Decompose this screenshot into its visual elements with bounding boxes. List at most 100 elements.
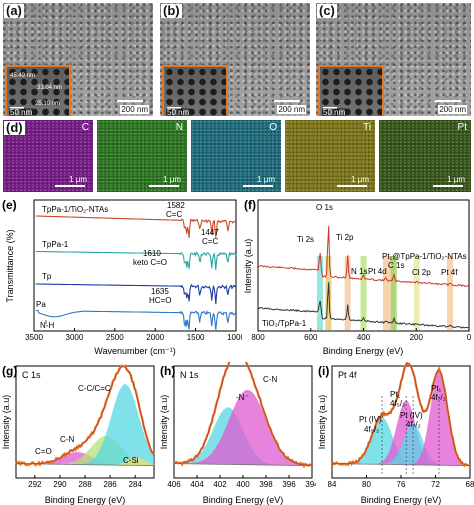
peak-label-g1: C-N <box>60 435 74 444</box>
raw-data-h <box>173 362 312 469</box>
ftir-curve-0 <box>35 215 236 238</box>
f-xtick-label-3: 200 <box>410 333 424 342</box>
annot-f-pt4d: Pt 4d <box>368 267 387 276</box>
g-xtick-label-3: 286 <box>103 480 117 489</box>
panel-label-b: (b) <box>161 3 182 18</box>
i-xtick-label-3: 72 <box>431 480 440 489</box>
annot-e-1635: 1635 <box>151 287 169 296</box>
panel-label-h: (h) <box>160 364 175 378</box>
eds-map-o: O 1 μm <box>191 120 281 192</box>
f-xtick-label-2: 400 <box>357 333 371 342</box>
f-xtick-label-1: 600 <box>304 333 318 342</box>
eds-map-n: N 1 μm <box>97 120 187 192</box>
ylabel-f: Intensity (a.u) <box>243 239 253 294</box>
i-xtick-label-4: 68 <box>466 480 474 489</box>
peak-band-f-3 <box>360 256 367 330</box>
annot-e-cc1: C=C <box>166 210 182 219</box>
eds-scalebar-o <box>243 185 273 187</box>
peak-label-i3: 4f₅/₂ <box>390 399 405 408</box>
panel-label-i: (i) <box>318 364 329 378</box>
ylabel-h: Intensity (a.u) <box>159 395 169 450</box>
annot-e-1582: 1582 <box>167 201 185 210</box>
i-xtick-label-2: 76 <box>397 480 406 489</box>
fit-peak-i-2 <box>332 423 470 466</box>
e-xtick-label-2: 2500 <box>106 333 124 342</box>
g-xtick-label-4: 284 <box>129 480 143 489</box>
eds-scalebar-n <box>149 185 179 187</box>
peak-label-g2: C-C/C=C <box>78 384 111 393</box>
series-label-e2: Tp <box>42 272 52 281</box>
h-xtick-label-3: 400 <box>236 480 250 489</box>
series-label-e3: Pa <box>36 300 46 309</box>
peak-band-f-6 <box>413 256 420 330</box>
title-h: N 1s <box>180 370 199 380</box>
eds-scale-label-c: 1 μm <box>69 175 87 184</box>
sem-inset-a: 45.49 nm 33.04 nm 25.10 nm 50 nm <box>5 65 71 116</box>
i-xtick-label-0: 84 <box>328 480 337 489</box>
sem-image-c: 50 nm 200 nm (c) <box>316 3 471 116</box>
annot-f-o1s: O 1s <box>316 203 333 212</box>
panel-label-d: (d) <box>4 120 25 135</box>
h-xtick-label-1: 404 <box>190 480 204 489</box>
eds-scalebar-pt <box>433 185 463 187</box>
scale-label-a: 200 nm <box>120 105 149 114</box>
annot-e-cc2: C=C <box>202 237 218 246</box>
eds-element-n: N <box>175 122 183 133</box>
ftir-curve-3 <box>35 309 236 330</box>
panel-label-g: (g) <box>2 364 17 378</box>
inset-scale-label-c: 50 nm <box>322 108 347 116</box>
inset-scalebar-b <box>167 107 181 109</box>
scalebar-c <box>435 100 461 102</box>
peak-label-i6: Pt₁ <box>431 384 442 393</box>
annot-e-nh: N-H <box>40 321 54 330</box>
annot-f-c1s: C 1s <box>388 261 404 270</box>
xps-survey-curve-1 <box>257 282 470 329</box>
sem-image-a: 45.49 nm 33.04 nm 25.10 nm 50 nm 200 nm … <box>3 3 153 116</box>
scalebar-a <box>117 100 143 102</box>
fit-peak-g-3 <box>16 457 154 466</box>
inset-scale-label-a: 50 nm <box>9 108 34 116</box>
fit-envelope-h <box>174 362 311 466</box>
e-xtick-label-5: 1000 <box>227 333 242 342</box>
panel-label-c: (c) <box>317 3 337 18</box>
title-g: C 1s <box>22 370 41 380</box>
series-label-e1: TpPa-1 <box>42 240 69 249</box>
g-xtick-label-2: 288 <box>78 480 92 489</box>
eds-scale-label-o: 1 μm <box>257 175 275 184</box>
chart-f: 800 600 400 200 0 (f) O 1s Ti 2s Ti 2p N 1s … <box>243 198 472 356</box>
ftir-curve-2 <box>35 283 237 305</box>
xlabel-f: Binding Energy (eV) <box>323 346 404 356</box>
fit-peak-g-2 <box>16 384 154 466</box>
h-xtick-label-0: 406 <box>167 480 181 489</box>
annot-e-1610: 1610 <box>143 249 161 258</box>
peak-label-g3: C-Si <box>123 456 139 465</box>
g-xtick-label-0: 292 <box>28 480 42 489</box>
annot-f-ti2s: Ti 2s <box>297 235 314 244</box>
eds-scalebar-ti <box>337 185 367 187</box>
eds-map-c: (d) C 1 μm <box>3 120 93 192</box>
annot-e-keto: keto C=O <box>133 258 167 267</box>
eds-scale-label-pt: 1 μm <box>447 175 465 184</box>
scalebar-b <box>274 100 300 102</box>
g-xtick-label-1: 290 <box>53 480 67 489</box>
annot-e-hco: HC=O <box>149 296 171 305</box>
xlabel-g: Binding Energy (eV) <box>45 495 126 505</box>
peak-label-g0: C=O <box>35 447 52 456</box>
i-xtick-label-1: 80 <box>362 480 371 489</box>
panel-label-f: (f) <box>244 198 256 212</box>
eds-element-pt: Pt <box>457 122 467 133</box>
xlabel-h: Binding Energy (eV) <box>203 495 284 505</box>
e-xtick-label-3: 2000 <box>146 333 164 342</box>
xps-survey-curve-0 <box>257 225 470 287</box>
peak-label-h1: C-N <box>263 375 277 384</box>
baseline-i <box>331 463 471 467</box>
peak-band-f-2 <box>344 256 351 330</box>
title-i: Pt 4f <box>338 370 357 380</box>
series-label-e0: TpPa-1/TiO₂-NTAs <box>42 205 108 214</box>
eds-scale-label-n: 1 μm <box>163 175 181 184</box>
panel-label-a: (a) <box>4 3 24 18</box>
annot-f-cl2p: Cl 2p <box>412 268 431 277</box>
inset-label-a1: 45.49 nm <box>10 73 36 79</box>
peak-label-i7: 4f₇/₂ <box>431 393 446 402</box>
plot-frame-e <box>33 199 237 332</box>
